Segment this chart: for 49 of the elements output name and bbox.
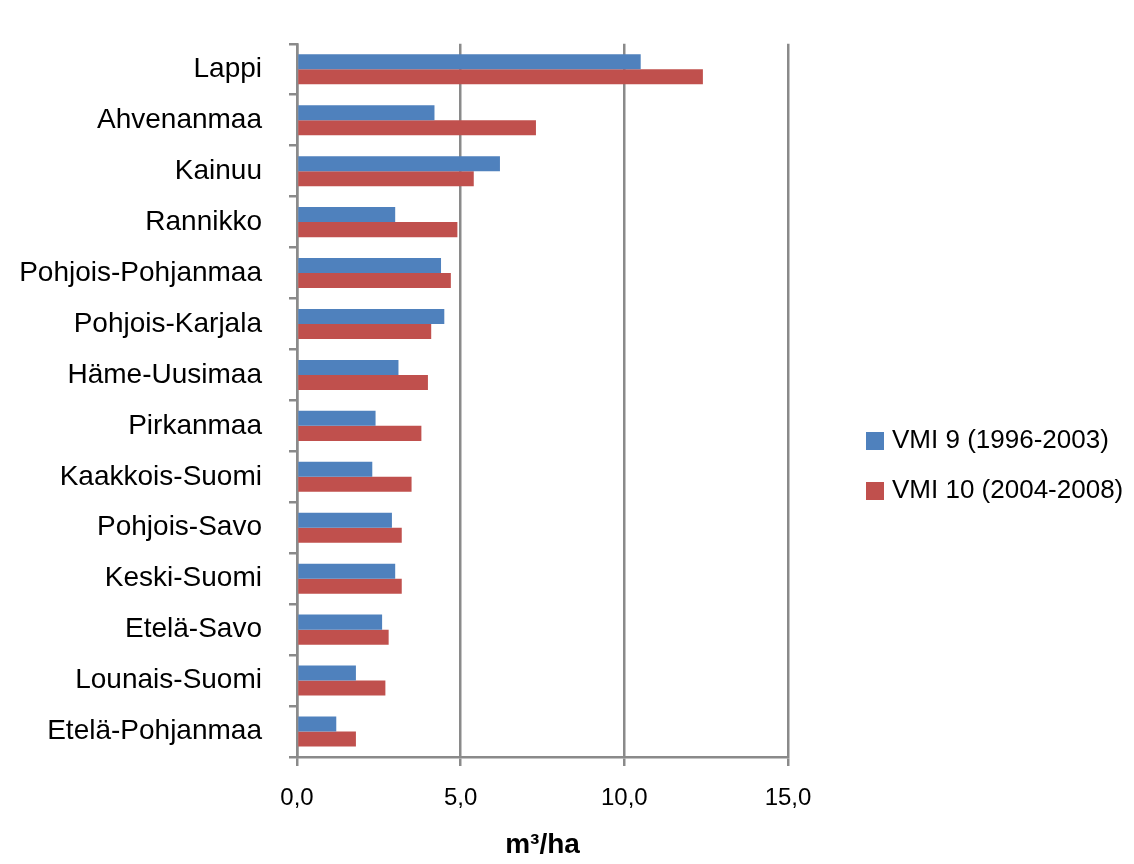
x-axis-title: m³/ha bbox=[505, 827, 581, 859]
bar bbox=[298, 374, 428, 390]
bar bbox=[298, 258, 442, 274]
bar bbox=[298, 563, 396, 579]
bar bbox=[298, 156, 500, 172]
bar bbox=[298, 461, 373, 477]
bar bbox=[298, 512, 392, 528]
y-tick-label: Pohjois-Savo bbox=[97, 510, 262, 542]
y-tick-label: Kaakkois-Suomi bbox=[59, 459, 262, 491]
x-tick-label: 15,0 bbox=[764, 783, 812, 811]
bar bbox=[298, 716, 337, 732]
bar bbox=[298, 120, 536, 136]
bar bbox=[298, 731, 356, 747]
bar bbox=[298, 476, 412, 492]
y-tick-label: Lappi bbox=[193, 51, 262, 83]
y-tick-label: Keski-Suomi bbox=[104, 561, 262, 593]
bar bbox=[298, 410, 376, 426]
bar bbox=[298, 614, 383, 630]
bar bbox=[298, 323, 432, 340]
bar bbox=[298, 359, 399, 375]
bar bbox=[298, 54, 641, 70]
bar bbox=[298, 665, 356, 681]
x-tick-label: 0,0 bbox=[280, 783, 314, 811]
x-tick-label: 5,0 bbox=[443, 783, 478, 811]
y-tick-label: Rannikko bbox=[145, 204, 262, 236]
bar bbox=[298, 308, 445, 324]
bar bbox=[298, 105, 435, 121]
bar bbox=[298, 222, 458, 238]
bar bbox=[298, 273, 451, 289]
legend-label: VMI 10 (2004-2008) bbox=[892, 474, 1124, 505]
x-tick-label: 10,0 bbox=[600, 783, 648, 811]
y-tick-label: Ahvenanmaa bbox=[96, 102, 263, 134]
bar bbox=[298, 69, 703, 85]
y-tick-label: Pohjois-Karjala bbox=[73, 306, 263, 338]
y-tick-label: Etelä-Savo bbox=[125, 612, 262, 644]
bar bbox=[298, 425, 422, 441]
y-tick-label: Etelä-Pohjanmaa bbox=[47, 714, 263, 746]
bar bbox=[298, 680, 386, 696]
bar bbox=[298, 207, 396, 223]
y-tick-label: Lounais-Suomi bbox=[75, 663, 262, 695]
y-tick-label: Häme-Uusimaa bbox=[67, 357, 263, 389]
y-tick-label: Pohjois-Pohjanmaa bbox=[19, 255, 263, 287]
bar bbox=[298, 578, 402, 594]
bar bbox=[298, 171, 474, 187]
y-tick-label: Kainuu bbox=[174, 153, 262, 185]
bar bbox=[298, 629, 389, 645]
y-tick-label: Pirkanmaa bbox=[128, 408, 263, 440]
bar bbox=[298, 527, 402, 543]
legend-label: VMI 9 (1996-2003) bbox=[892, 424, 1109, 455]
